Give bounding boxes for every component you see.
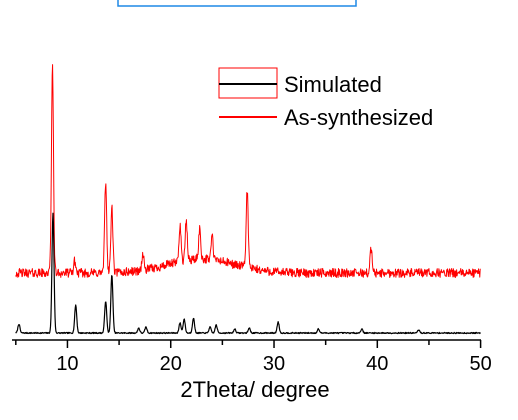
x-tick-label: 50: [469, 353, 491, 375]
series-line-simulated: [15, 212, 481, 335]
x-axis-ticks: 10 20 30 40 50: [15, 340, 492, 375]
x-tick-label: 30: [263, 353, 285, 375]
x-tick-label: 40: [366, 353, 388, 375]
top-blue-box: [117, 0, 357, 7]
series-line-as-synthesized: [15, 64, 481, 278]
x-axis-label: 2Theta/ degree: [180, 377, 329, 402]
x-tick-label: 20: [160, 353, 182, 375]
legend-label-simulated: Simulated: [284, 72, 382, 97]
legend: Simulated As-synthesized: [218, 67, 433, 130]
legend-label-as-synthesized: As-synthesized: [284, 105, 433, 130]
x-tick-label: 10: [56, 353, 78, 375]
series-layer: [15, 64, 481, 335]
